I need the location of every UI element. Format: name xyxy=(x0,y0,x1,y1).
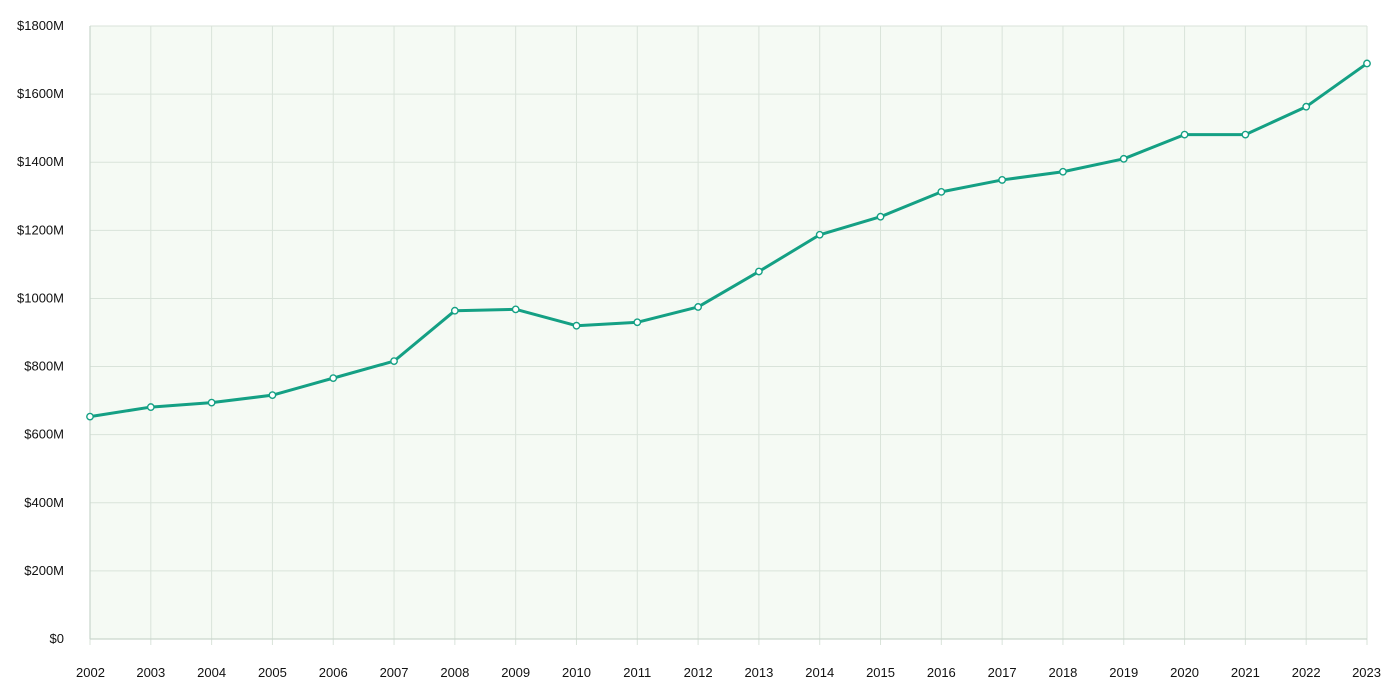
y-tick-label: $600M xyxy=(24,427,64,442)
x-tick-label: 2014 xyxy=(805,665,834,680)
data-point[interactable] xyxy=(1363,59,1371,68)
data-point[interactable] xyxy=(1241,130,1250,139)
y-tick-label: $1800M xyxy=(17,18,64,33)
data-point[interactable] xyxy=(633,318,642,327)
x-tick-label: 2011 xyxy=(623,665,651,680)
data-point[interactable] xyxy=(1119,154,1128,163)
x-tick-label: 2021 xyxy=(1231,665,1260,680)
y-tick-label: $1200M xyxy=(17,222,64,237)
data-point[interactable] xyxy=(876,212,885,221)
x-tick-label: 2006 xyxy=(319,665,348,680)
x-tick-label: 2009 xyxy=(501,665,530,680)
x-tick-label: 2015 xyxy=(866,665,895,680)
data-point[interactable] xyxy=(572,321,581,330)
data-point[interactable] xyxy=(1059,167,1067,176)
data-point[interactable] xyxy=(694,303,702,311)
data-point[interactable] xyxy=(146,403,155,411)
x-tick-label: 2003 xyxy=(136,665,165,680)
plot-area xyxy=(90,26,1367,639)
x-grid-lines xyxy=(89,26,1368,645)
data-point[interactable] xyxy=(511,305,520,314)
x-tick-label: 2020 xyxy=(1170,665,1199,680)
y-grid-lines xyxy=(90,25,1367,640)
data-point[interactable] xyxy=(86,412,94,421)
x-tick-label: 2010 xyxy=(562,665,591,680)
data-point[interactable] xyxy=(390,357,398,366)
x-axis-tick-labels: 2002 2003 2004 2005 2006 2007 2008 2009 2010 2011… xyxy=(76,665,1381,680)
data-point[interactable] xyxy=(998,176,1007,184)
y-axis-tick-labels: $0 $200M $400M $600M $800M $1000M $1200M $1400M… xyxy=(17,18,64,646)
x-tick-label: 2007 xyxy=(380,665,409,680)
data-point[interactable] xyxy=(207,398,216,407)
x-tick-label: 2019 xyxy=(1109,665,1138,680)
x-tick-label: 2017 xyxy=(988,665,1017,680)
y-tick-label: $800M xyxy=(24,359,64,374)
x-tick-label: 2004 xyxy=(197,665,226,680)
data-point[interactable] xyxy=(937,187,946,196)
y-tick-label: $1400M xyxy=(17,154,64,169)
data-point[interactable] xyxy=(268,391,277,400)
axes xyxy=(89,26,1367,640)
data-point[interactable] xyxy=(755,267,763,276)
data-point[interactable] xyxy=(450,306,459,315)
data-point[interactable] xyxy=(329,374,338,383)
y-tick-label: $1600M xyxy=(17,86,64,101)
x-tick-label: 2016 xyxy=(927,665,956,680)
x-tick-label: 2023 xyxy=(1352,665,1381,680)
data-points xyxy=(86,59,1371,421)
x-tick-label: 2022 xyxy=(1292,665,1321,680)
x-tick-label: 2002 xyxy=(76,665,105,680)
data-point[interactable] xyxy=(1180,130,1189,139)
x-tick-label: 2013 xyxy=(744,665,773,680)
x-tick-label: 2012 xyxy=(684,665,713,680)
x-tick-label: 2008 xyxy=(440,665,469,680)
x-tick-label: 2005 xyxy=(258,665,287,680)
y-tick-label: $1000M xyxy=(17,290,64,305)
data-point[interactable] xyxy=(815,230,824,239)
y-tick-label: $200M xyxy=(24,563,64,578)
data-point[interactable] xyxy=(1302,102,1311,111)
y-tick-label: $0 xyxy=(50,631,64,646)
series-line xyxy=(88,61,1369,419)
y-tick-label: $400M xyxy=(24,495,64,510)
x-tick-label: 2018 xyxy=(1048,665,1077,680)
